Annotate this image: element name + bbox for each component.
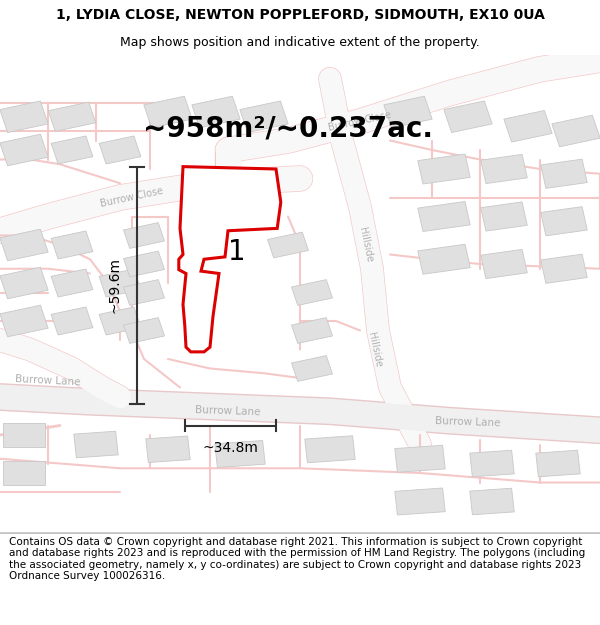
Polygon shape (99, 307, 141, 335)
Text: Hillside: Hillside (358, 226, 374, 264)
Text: Burrow Lane: Burrow Lane (195, 405, 261, 418)
Text: ~958m²/~0.237ac.: ~958m²/~0.237ac. (143, 114, 433, 142)
Polygon shape (51, 307, 93, 335)
Text: Hillside: Hillside (367, 331, 383, 368)
Text: Burrow Close: Burrow Close (100, 186, 164, 209)
Polygon shape (504, 111, 552, 142)
Text: 1: 1 (228, 238, 246, 266)
Polygon shape (124, 222, 164, 248)
Polygon shape (144, 96, 192, 128)
Text: Burrow Lane: Burrow Lane (435, 416, 501, 428)
Polygon shape (124, 251, 164, 277)
Polygon shape (395, 488, 445, 515)
Polygon shape (418, 244, 470, 274)
Text: Map shows position and indicative extent of the property.: Map shows position and indicative extent… (120, 36, 480, 49)
Polygon shape (481, 154, 527, 184)
Polygon shape (292, 279, 332, 306)
Polygon shape (48, 102, 96, 131)
Polygon shape (552, 115, 600, 147)
Polygon shape (192, 96, 240, 128)
Polygon shape (3, 461, 45, 485)
Polygon shape (418, 201, 470, 231)
Polygon shape (481, 249, 527, 279)
Polygon shape (124, 279, 164, 306)
Polygon shape (470, 488, 514, 515)
Polygon shape (444, 101, 492, 132)
Polygon shape (305, 436, 355, 462)
Polygon shape (0, 134, 48, 166)
Polygon shape (240, 101, 288, 132)
Polygon shape (292, 356, 332, 381)
Polygon shape (268, 232, 308, 258)
Polygon shape (481, 202, 527, 231)
Polygon shape (124, 318, 164, 343)
Polygon shape (99, 269, 141, 297)
Polygon shape (536, 450, 580, 477)
Polygon shape (51, 269, 93, 297)
Polygon shape (541, 207, 587, 236)
Text: 1, LYDIA CLOSE, NEWTON POPPLEFORD, SIDMOUTH, EX10 0UA: 1, LYDIA CLOSE, NEWTON POPPLEFORD, SIDMO… (56, 8, 544, 22)
Polygon shape (384, 96, 432, 128)
Text: ~59.6m: ~59.6m (107, 258, 121, 313)
Polygon shape (541, 159, 587, 188)
Polygon shape (74, 431, 118, 457)
Polygon shape (292, 318, 332, 343)
Polygon shape (395, 445, 445, 472)
Polygon shape (146, 436, 190, 462)
Polygon shape (0, 305, 48, 337)
Polygon shape (0, 101, 48, 132)
Polygon shape (3, 423, 45, 447)
Polygon shape (0, 229, 48, 261)
Polygon shape (215, 441, 265, 468)
Polygon shape (179, 167, 281, 352)
Polygon shape (0, 268, 48, 299)
Polygon shape (418, 154, 470, 184)
Text: Burrow Lane: Burrow Lane (15, 374, 81, 387)
Polygon shape (51, 136, 93, 164)
Polygon shape (470, 450, 514, 477)
Text: Burrow Close: Burrow Close (328, 110, 392, 133)
Text: ~34.8m: ~34.8m (202, 441, 259, 455)
Polygon shape (51, 231, 93, 259)
Polygon shape (541, 254, 587, 283)
Polygon shape (99, 136, 141, 164)
Text: Contains OS data © Crown copyright and database right 2021. This information is : Contains OS data © Crown copyright and d… (9, 537, 585, 581)
